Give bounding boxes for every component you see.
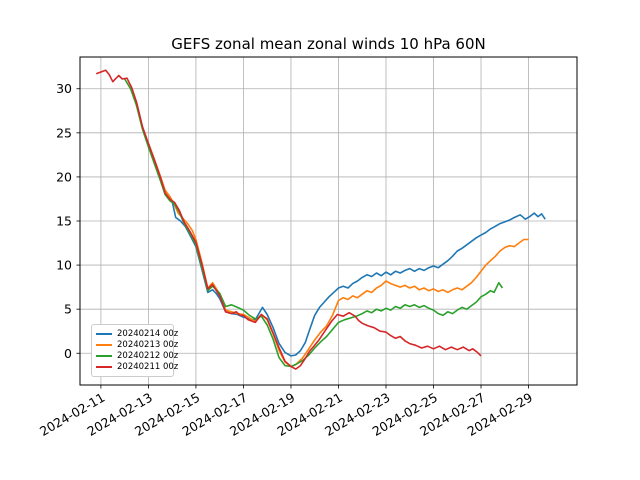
y-tick-label: 30	[56, 81, 72, 96]
series-line-20240213-00z	[147, 143, 529, 368]
legend-entry: 20240213 00z	[96, 339, 178, 350]
series-line-20240212-00z	[124, 78, 504, 368]
legend-entry: 20240214 00z	[96, 328, 178, 339]
legend-entry-label: 20240213 00z	[117, 339, 179, 350]
legend-line-swatch	[96, 355, 112, 358]
legend-entry: 20240211 00z	[96, 362, 178, 373]
legend: 20240214 00z 20240213 00z 20240212 00z 2…	[91, 324, 178, 377]
legend-entry-label: 20240212 00z	[117, 351, 179, 362]
legend-line-swatch	[96, 366, 112, 369]
y-tick-label: 25	[56, 125, 72, 140]
legend-entry-label: 20240214 00z	[117, 328, 179, 339]
legend-line-swatch	[96, 332, 112, 335]
legend-entry: 20240212 00z	[96, 351, 178, 362]
series-line-20240214-00z	[171, 201, 546, 357]
y-tick-label: 15	[56, 214, 72, 229]
series-line-20240211-00z	[95, 69, 482, 370]
y-tick-label: 20	[56, 169, 72, 184]
legend-entry-label: 20240211 00z	[117, 362, 179, 373]
y-tick-label: 0	[64, 346, 72, 361]
y-tick-label: 5	[64, 302, 72, 317]
legend-line-swatch	[96, 343, 112, 346]
chart-title: GEFS zonal mean zonal winds 10 hPa 60N	[171, 35, 486, 53]
y-tick-label: 10	[56, 258, 72, 273]
